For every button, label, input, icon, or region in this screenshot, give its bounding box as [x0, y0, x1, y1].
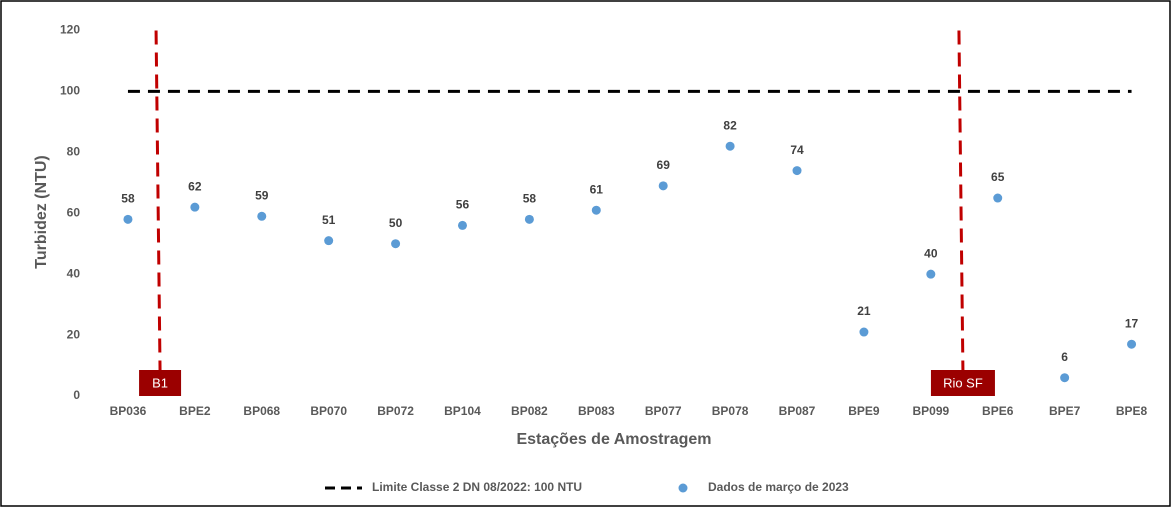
x-tick-label: BP036 [110, 404, 147, 418]
data-point [859, 327, 869, 337]
x-tick-label: BPE2 [179, 404, 211, 418]
x-tick-label: BP087 [779, 404, 816, 418]
data-label: 58 [523, 192, 537, 206]
y-tick-label: 60 [67, 205, 81, 219]
legend-label: Dados de março de 2023 [708, 480, 849, 494]
data-label: 65 [991, 170, 1005, 184]
data-label: 50 [389, 216, 403, 230]
x-tick-label: BP083 [578, 404, 615, 418]
x-tick-label: BPE9 [848, 404, 880, 418]
y-tick-label: 20 [67, 327, 81, 341]
x-tick-label: BP068 [243, 404, 280, 418]
x-tick-label: BP072 [377, 404, 414, 418]
data-label: 40 [924, 246, 938, 260]
data-label: 59 [255, 188, 269, 202]
data-label: 21 [857, 304, 871, 318]
data-point [792, 166, 802, 176]
data-label: 74 [790, 143, 804, 157]
data-point [1127, 339, 1137, 349]
marker-label: B1 [152, 375, 168, 390]
marker-line [154, 30, 162, 373]
data-label: 58 [121, 192, 135, 206]
data-point [123, 214, 133, 224]
x-tick-label: BP077 [645, 404, 682, 418]
data-point [391, 239, 401, 249]
marker-line [957, 30, 965, 373]
legend-label: Limite Classe 2 DN 08/2022: 100 NTU [372, 480, 582, 494]
x-tick-label: BP104 [444, 404, 481, 418]
data-point [591, 205, 601, 215]
data-point [725, 141, 735, 151]
y-tick-label: 120 [60, 23, 80, 37]
y-tick-label: 40 [67, 266, 81, 280]
marker-box [139, 370, 182, 396]
data-label: 56 [456, 198, 470, 212]
marker-label: Rio SF [943, 375, 983, 390]
marker-box [930, 370, 995, 396]
y-tick-label: 100 [60, 84, 80, 98]
x-tick-label: BP082 [511, 404, 548, 418]
data-point [190, 202, 200, 212]
data-point [324, 236, 334, 246]
data-label: 82 [723, 118, 737, 132]
legend-marker [678, 483, 688, 493]
data-label: 6 [1061, 350, 1068, 364]
x-tick-label: BP099 [912, 404, 949, 418]
y-tick-label: 0 [73, 388, 80, 402]
data-point [524, 214, 534, 224]
data-point [257, 211, 267, 221]
x-tick-label: BP078 [712, 404, 749, 418]
x-tick-label: BP070 [310, 404, 347, 418]
data-point [993, 193, 1003, 203]
y-axis-title: Turbidez (NTU) [33, 155, 50, 268]
data-label: 17 [1125, 316, 1139, 330]
data-point [658, 181, 668, 191]
data-point [1060, 373, 1070, 383]
data-point [457, 220, 467, 230]
x-tick-label: BPE7 [1049, 404, 1081, 418]
x-tick-label: BPE6 [982, 404, 1014, 418]
data-label: 69 [657, 158, 671, 172]
x-tick-label: BPE8 [1116, 404, 1148, 418]
data-point [926, 269, 936, 279]
y-tick-label: 80 [67, 145, 81, 159]
data-label: 62 [188, 179, 202, 193]
data-label: 61 [590, 182, 604, 196]
data-label: 51 [322, 213, 336, 227]
x-axis-title: Estações de Amostragem [516, 431, 711, 448]
